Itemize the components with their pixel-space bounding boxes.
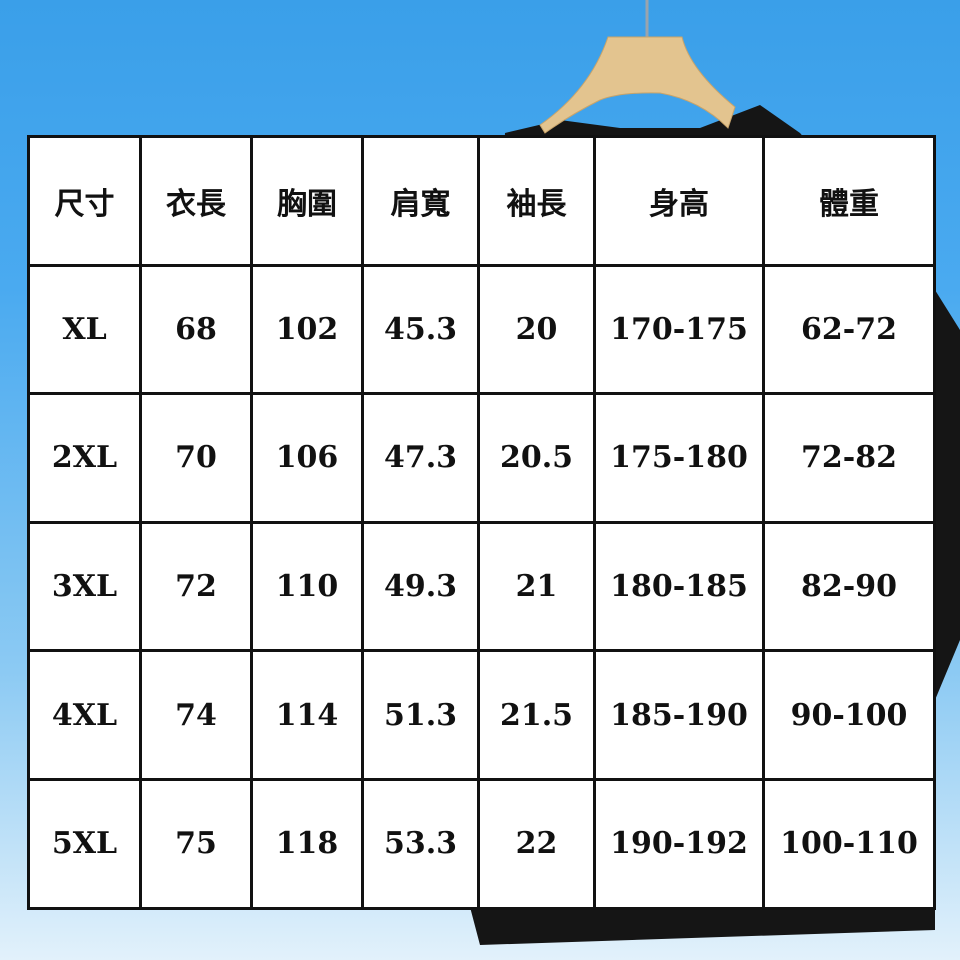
table-cell: 102 (250, 263, 364, 396)
table-cell: 45.3 (361, 263, 480, 396)
table-cell: 2XL (27, 392, 142, 524)
table-row: 2XL 70 106 47.3 20.5 175-180 72-82 (27, 392, 936, 524)
table-cell: 68 (139, 263, 253, 396)
table-cell: 190-192 (593, 777, 765, 910)
table-cell: 21.5 (477, 649, 596, 781)
table-cell: 21 (477, 520, 596, 653)
table-cell: 170-175 (593, 263, 765, 396)
header-cell: 衣長 (139, 135, 253, 267)
table-cell: 72-82 (762, 392, 936, 524)
table-cell: 82-90 (762, 520, 936, 653)
table-row: 5XL 75 118 53.3 22 190-192 100-110 (27, 777, 936, 910)
header-row: 尺寸 衣長 胸圍 肩寬 袖長 身高 體重 (27, 135, 936, 267)
size-chart-table: 尺寸 衣長 胸圍 肩寬 袖長 身高 體重 XL 68 102 45.3 20 170-175 62-72 2… (27, 135, 936, 910)
hanger-icon (539, 36, 736, 134)
table-cell: 74 (139, 649, 253, 781)
table-cell: 72 (139, 520, 253, 653)
header-cell: 肩寬 (361, 135, 480, 267)
table-cell: 70 (139, 392, 253, 524)
table-cell: 20.5 (477, 392, 596, 524)
table-cell: 53.3 (361, 777, 480, 910)
table-cell: 175-180 (593, 392, 765, 524)
table-cell: 3XL (27, 520, 142, 653)
table-cell: 180-185 (593, 520, 765, 653)
table-cell: 114 (250, 649, 364, 781)
table-cell: 4XL (27, 649, 142, 781)
table-row: 4XL 74 114 51.3 21.5 185-190 90-100 (27, 649, 936, 781)
table-cell: 51.3 (361, 649, 480, 781)
table-cell: 90-100 (762, 649, 936, 781)
table-cell: XL (27, 263, 142, 396)
header-cell: 身高 (593, 135, 765, 267)
table-row: XL 68 102 45.3 20 170-175 62-72 (27, 263, 936, 396)
table-cell: 110 (250, 520, 364, 653)
table-row: 3XL 72 110 49.3 21 180-185 82-90 (27, 520, 936, 653)
header-cell: 尺寸 (27, 135, 142, 267)
table-cell: 106 (250, 392, 364, 524)
table-cell: 47.3 (361, 392, 480, 524)
table-cell: 118 (250, 777, 364, 910)
table-cell: 100-110 (762, 777, 936, 910)
table-cell: 62-72 (762, 263, 936, 396)
table-cell: 22 (477, 777, 596, 910)
table-cell: 75 (139, 777, 253, 910)
header-cell: 體重 (762, 135, 936, 267)
header-cell: 胸圍 (250, 135, 364, 267)
table-cell: 5XL (27, 777, 142, 910)
table-cell: 20 (477, 263, 596, 396)
header-cell: 袖長 (477, 135, 596, 267)
table-cell: 185-190 (593, 649, 765, 781)
table-cell: 49.3 (361, 520, 480, 653)
